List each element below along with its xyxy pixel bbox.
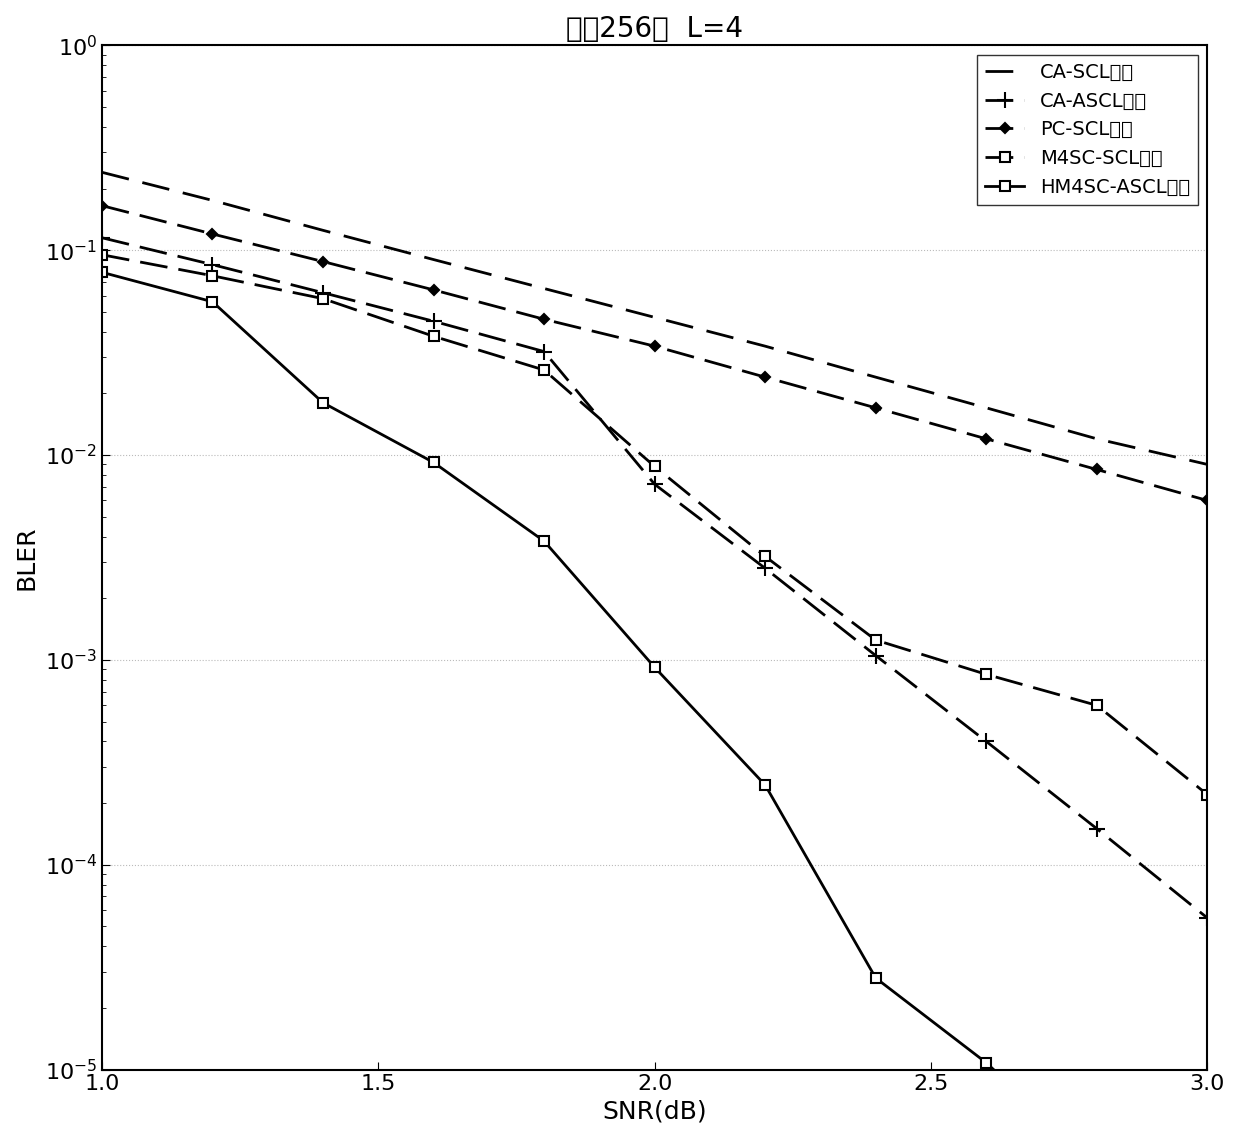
- M4SC-SCL算法: [537, 363, 552, 377]
- HM4SC-ASCL算法: [427, 456, 441, 469]
- CA-ASCL算法: [758, 562, 773, 575]
- CA-ASCL算法: [315, 286, 330, 300]
- PC-SCL算法: [1200, 493, 1215, 507]
- HM4SC-ASCL算法: [868, 972, 883, 985]
- CA-SCL算法: [1089, 432, 1104, 445]
- Y-axis label: BLER: BLER: [15, 525, 38, 590]
- Line: HM4SC-ASCL算法: HM4SC-ASCL算法: [97, 268, 1213, 1139]
- Title: 码长256，  L=4: 码长256， L=4: [567, 15, 743, 43]
- PC-SCL算法: [94, 199, 109, 213]
- M4SC-SCL算法: [647, 459, 662, 473]
- PC-SCL算法: [205, 227, 219, 240]
- PC-SCL算法: [1089, 462, 1104, 476]
- CA-SCL算法: [537, 281, 552, 295]
- HM4SC-ASCL算法: [758, 778, 773, 792]
- PC-SCL算法: [537, 312, 552, 326]
- CA-SCL算法: [647, 311, 662, 325]
- PC-SCL算法: [978, 432, 993, 445]
- CA-SCL算法: [758, 339, 773, 353]
- PC-SCL算法: [427, 284, 441, 297]
- CA-ASCL算法: [868, 649, 883, 663]
- Line: CA-SCL算法: CA-SCL算法: [102, 172, 1208, 465]
- HM4SC-ASCL算法: [978, 1056, 993, 1070]
- CA-ASCL算法: [94, 231, 109, 245]
- CA-SCL算法: [1200, 458, 1215, 472]
- PC-SCL算法: [647, 339, 662, 353]
- M4SC-SCL算法: [978, 667, 993, 681]
- HM4SC-ASCL算法: [205, 295, 219, 309]
- PC-SCL算法: [868, 401, 883, 415]
- M4SC-SCL算法: [1089, 698, 1104, 712]
- HM4SC-ASCL算法: [647, 661, 662, 674]
- CA-ASCL算法: [427, 314, 441, 328]
- M4SC-SCL算法: [315, 292, 330, 305]
- CA-SCL算法: [427, 253, 441, 267]
- M4SC-SCL算法: [868, 633, 883, 647]
- HM4SC-ASCL算法: [537, 534, 552, 548]
- HM4SC-ASCL算法: [94, 265, 109, 279]
- CA-SCL算法: [205, 194, 219, 207]
- Line: M4SC-SCL算法: M4SC-SCL算法: [97, 249, 1213, 800]
- PC-SCL算法: [315, 255, 330, 269]
- CA-SCL算法: [315, 223, 330, 237]
- CA-ASCL算法: [1200, 911, 1215, 925]
- CA-ASCL算法: [537, 345, 552, 359]
- M4SC-SCL算法: [758, 550, 773, 564]
- X-axis label: SNR(dB): SNR(dB): [603, 1100, 707, 1124]
- CA-SCL算法: [868, 370, 883, 384]
- HM4SC-ASCL算法: [315, 396, 330, 410]
- CA-ASCL算法: [978, 735, 993, 748]
- CA-ASCL算法: [205, 257, 219, 271]
- CA-SCL算法: [978, 401, 993, 415]
- Line: PC-SCL算法: PC-SCL算法: [98, 202, 1210, 503]
- Line: CA-ASCL算法: CA-ASCL算法: [94, 230, 1215, 926]
- CA-ASCL算法: [647, 477, 662, 491]
- CA-SCL算法: [94, 165, 109, 179]
- Legend: CA-SCL算法, CA-ASCL算法, PC-SCL算法, M4SC-SCL算法, HM4SC-ASCL算法: CA-SCL算法, CA-ASCL算法, PC-SCL算法, M4SC-SCL算…: [977, 55, 1198, 205]
- CA-ASCL算法: [1089, 822, 1104, 836]
- M4SC-SCL算法: [427, 329, 441, 343]
- M4SC-SCL算法: [205, 269, 219, 282]
- PC-SCL算法: [758, 370, 773, 384]
- M4SC-SCL算法: [94, 248, 109, 262]
- M4SC-SCL算法: [1200, 788, 1215, 802]
